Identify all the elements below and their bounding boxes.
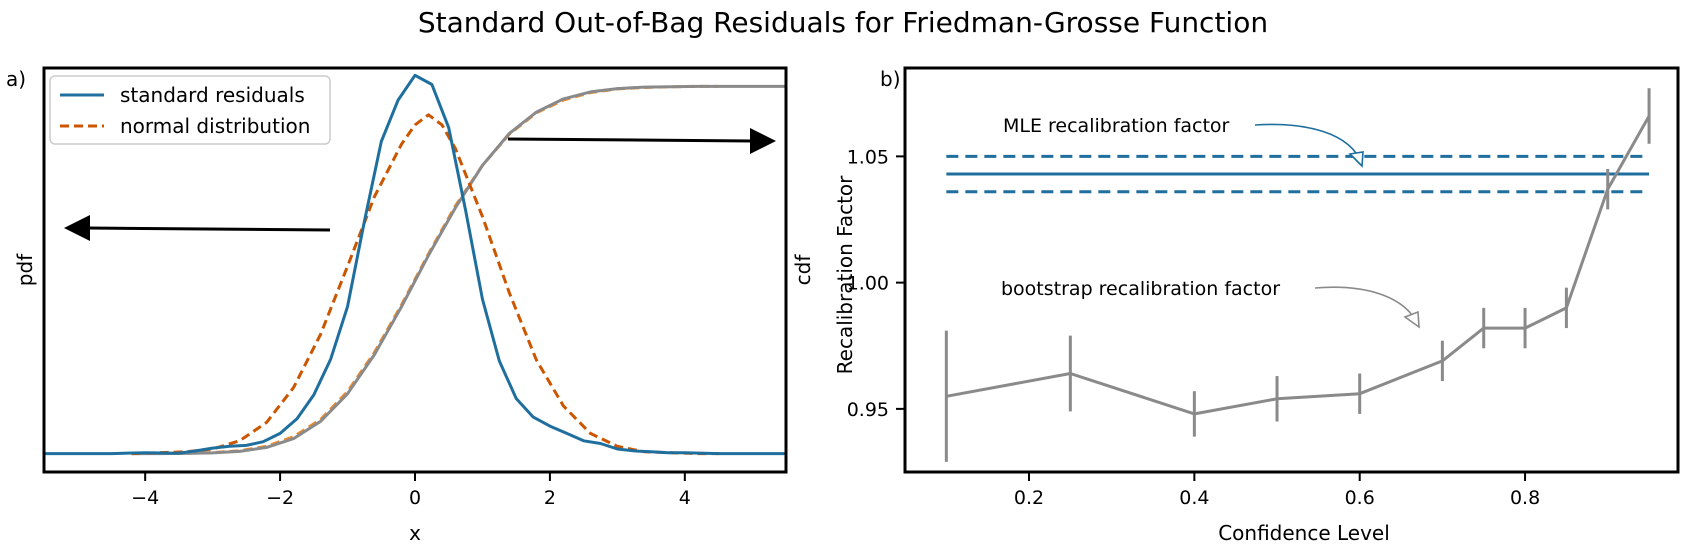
series-empirical-cdf (131, 84, 786, 456)
x-tick-label: −2 (266, 487, 294, 509)
y-tick-label: 0.95 (847, 399, 889, 421)
panel-a-tag: a) (6, 67, 26, 91)
pdf-axis-arrow (64, 215, 331, 241)
annotation-bootstrap-arrow (1314, 286, 1419, 326)
annotation-bootstrap: bootstrap recalibration factor (1001, 278, 1280, 300)
panel-b-tag: b) (880, 67, 901, 91)
legend-box (49, 75, 331, 145)
figure-title: Standard Out-of-Bag Residuals for Friedm… (418, 6, 1268, 39)
panel-a-plot-area (44, 73, 786, 456)
panel-a-xlabel: x (409, 521, 421, 545)
y-tick-label: 1.00 (847, 273, 889, 295)
x-tick-label: 0.8 (1510, 487, 1540, 509)
cdf-axis-arrow (507, 128, 776, 154)
panel-b-frame (903, 66, 1680, 474)
annotation-mle: MLE recalibration factor (1003, 115, 1230, 137)
x-tick-label: 0.6 (1345, 487, 1375, 509)
x-tick-label: 0.2 (1014, 487, 1044, 509)
legend-label-standard-residuals: standard residuals (120, 83, 305, 107)
y-tick-label: 1.05 (847, 146, 889, 168)
series-normal-distribution (131, 113, 719, 456)
panel-b-xlabel: Confidence Level (1218, 521, 1390, 545)
x-tick-label: 4 (679, 487, 691, 509)
annotation-mle-arrow (1254, 123, 1363, 165)
panel-b-ticks: 0.2 0.4 0.6 0.8 0.95 1.00 1.05 (847, 146, 1540, 509)
x-tick-label: 0 (409, 487, 421, 509)
panel-a-legend: standard residuals normal distribution (49, 75, 331, 145)
panel-a-ylabel-pdf: pdf (13, 253, 37, 286)
legend-label-normal-distribution: normal distribution (120, 114, 310, 138)
x-tick-label: 2 (544, 487, 556, 509)
panel-a: a) −4 −2 0 2 4 x pdf cdf standard residuals … (6, 66, 815, 545)
x-tick-label: 0.4 (1179, 487, 1209, 509)
panel-b-plot-area (944, 88, 1651, 462)
bootstrap-factor-line (946, 115, 1651, 416)
panel-a-x-ticks: −4 −2 0 2 4 (131, 472, 691, 509)
x-tick-label: −4 (131, 487, 159, 509)
annotation-mle-arrowhead (1348, 151, 1364, 168)
panel-a-ylabel-cdf: cdf (791, 254, 815, 286)
panel-b: b) 0.2 0.4 0.6 0.8 0.95 1.00 1.05 Confidence L… (833, 66, 1680, 545)
annotation-bootstrap-arrowhead (1403, 310, 1420, 329)
series-standard-residuals (44, 73, 786, 456)
panel-b-ylabel: Recalibration Factor (833, 175, 857, 375)
